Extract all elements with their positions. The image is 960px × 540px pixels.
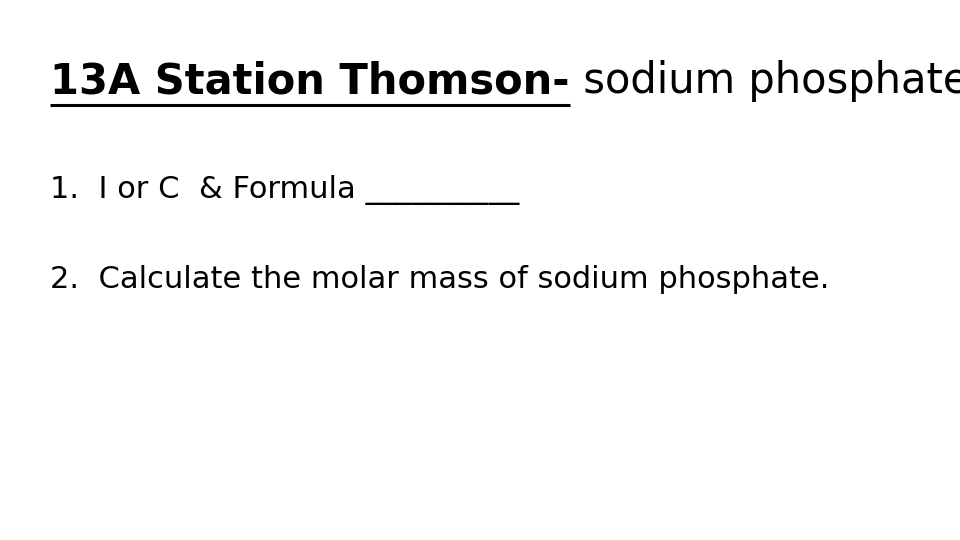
Text: sodium phosphate: sodium phosphate xyxy=(569,60,960,102)
Text: 1.  I or C  & Formula __________: 1. I or C & Formula __________ xyxy=(50,175,519,205)
Text: 2.  Calculate the molar mass of sodium phosphate.: 2. Calculate the molar mass of sodium ph… xyxy=(50,265,829,294)
Text: 13A Station Thomson-: 13A Station Thomson- xyxy=(50,60,569,102)
